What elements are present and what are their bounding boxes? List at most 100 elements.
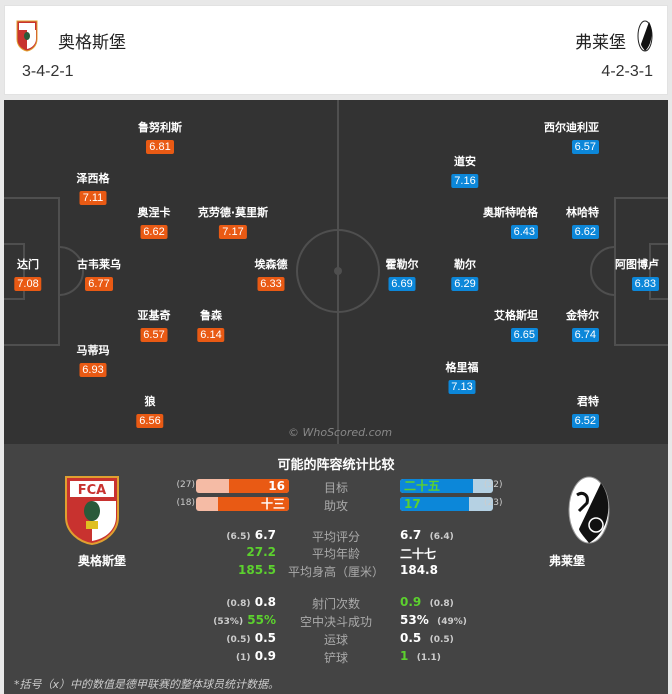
away-player[interactable]: 金特尔 6.74: [566, 309, 599, 342]
home-league-ref: (6.5): [226, 532, 251, 542]
home-stat-value: 27.2: [246, 545, 276, 559]
away-value: 6.7: [400, 528, 422, 542]
away-stat-value: 1 (1.1): [400, 649, 441, 663]
away-stat-value: 53% (49%): [400, 613, 467, 627]
away-stat-value: 0.5 (0.5): [400, 631, 454, 645]
player-rating: 6.93: [79, 363, 107, 377]
home-value: 6.7: [254, 528, 276, 542]
home-player[interactable]: 克劳德·莫里斯 7.17: [198, 206, 268, 239]
away-player[interactable]: 林哈特 6.62: [566, 206, 599, 239]
stat-label: 目标: [323, 481, 348, 495]
player-name: 金特尔: [566, 309, 599, 322]
player-name: 鲁努利斯: [138, 121, 182, 134]
player-rating: 6.77: [85, 277, 113, 291]
home-stat-bar: 16: [196, 479, 289, 493]
player-name: 古韦莱乌: [77, 258, 121, 271]
away-player[interactable]: 道安 7.16: [451, 155, 479, 188]
player-rating: 6.43: [510, 225, 538, 239]
away-bar-value: 二十五: [404, 479, 441, 493]
player-name: 亚基奇: [137, 309, 171, 322]
player-name: 格里福: [445, 361, 479, 374]
stat-label: 平均年龄: [311, 547, 360, 561]
home-player[interactable]: 泽西格 7.11: [77, 172, 110, 205]
away-player[interactable]: 霍勒尔 6.69: [386, 258, 419, 291]
home-league-ref: (0.5): [226, 635, 251, 645]
away-player[interactable]: 君特 6.52: [571, 395, 599, 428]
player-name: 泽西格: [76, 172, 110, 185]
away-league-ref: (1.1): [416, 653, 441, 663]
player-name: 达门: [16, 258, 39, 271]
away-value: 1: [400, 649, 409, 663]
player-rating: 6.83: [631, 277, 659, 291]
stat-label: 射门次数: [311, 597, 360, 611]
away-player[interactable]: 格里福 7.13: [446, 361, 479, 394]
away-stat-value: 6.7 (6.4): [400, 528, 454, 542]
stat-label: 助攻: [323, 499, 348, 513]
player-name: 奥斯特哈格: [483, 206, 538, 219]
player-name: 道安: [453, 155, 476, 168]
away-value: 二十七: [400, 547, 437, 561]
away-player[interactable]: 西尔迪利亚 6.57: [544, 121, 599, 154]
augsburg-crest-icon: FCA: [65, 476, 119, 545]
home-player[interactable]: 鲁努利斯 6.81: [138, 121, 182, 154]
home-penalty-box: [4, 197, 60, 346]
home-value: 0.8: [254, 595, 276, 609]
whoscored-watermark: © WhoScored.com: [288, 426, 393, 439]
lineup-stats-comparison: 可能的阵容统计比较 FCA 奥格斯堡 弗莱堡 (27) 16 目标 二十五 (3…: [4, 444, 668, 694]
away-stat-value: 0.9 (0.8): [400, 595, 454, 609]
home-player[interactable]: 马蒂玛 6.93: [77, 344, 110, 377]
pitch: 鲁努利斯 6.81 泽西格 7.11 奥涅卡 6.62 克劳德·莫里斯 7.17 达门 7…: [4, 100, 668, 444]
player-rating: 7.16: [451, 174, 479, 188]
away-club-name: 弗莱堡: [549, 554, 586, 568]
home-value: 55%: [247, 613, 276, 627]
home-value: 0.5: [254, 631, 276, 645]
away-goal-box: [649, 243, 668, 300]
away-player[interactable]: 阿图博卢 6.83: [615, 258, 659, 291]
player-rating: 6.69: [388, 277, 416, 291]
player-name: 埃森德: [254, 258, 288, 271]
footnote: *括号（x）中的数值是德甲联赛的整体球员统计数据。: [14, 678, 280, 691]
player-rating: 6.57: [571, 140, 599, 154]
home-team-name[interactable]: 奥格斯堡: [58, 33, 126, 53]
player-name: 奥涅卡: [137, 206, 171, 219]
player-name: 林哈特: [566, 206, 599, 219]
home-player[interactable]: 古韦莱乌 6.77: [77, 258, 121, 291]
player-rating: 6.81: [146, 140, 174, 154]
match-header: 奥格斯堡 3-4-2-1 弗莱堡 4-2-3-1: [4, 5, 668, 95]
home-player[interactable]: 达门 7.08: [14, 258, 42, 291]
home-stat-value: 185.5: [238, 563, 276, 577]
home-player[interactable]: 埃森德 6.33: [255, 258, 288, 291]
home-stat-value: (0.5) 0.5: [226, 631, 276, 645]
player-rating: 6.33: [257, 277, 285, 291]
home-stat-value: (6.5) 6.7: [226, 528, 276, 542]
home-club-name: 奥格斯堡: [78, 554, 127, 568]
home-player[interactable]: 奥涅卡 6.62: [138, 206, 171, 239]
away-penalty-box: [614, 197, 668, 346]
stat-label: 运球: [323, 633, 348, 647]
player-name: 克劳德·莫里斯: [197, 206, 269, 219]
away-value: 184.8: [400, 563, 438, 577]
home-player[interactable]: 亚基奇 6.57: [138, 309, 171, 342]
home-player[interactable]: 狼 6.56: [136, 395, 164, 428]
away-team-name[interactable]: 弗莱堡: [575, 33, 626, 53]
player-rating: 6.74: [571, 328, 599, 342]
player-name: 狼: [144, 395, 156, 408]
player-rating: 6.57: [140, 328, 168, 342]
away-league-ref: (23): [484, 498, 503, 508]
player-rating: 7.08: [14, 277, 42, 291]
home-league-ref: (53%): [213, 617, 244, 627]
augsburg-logo-icon: [16, 20, 38, 52]
away-player[interactable]: 奥斯特哈格 6.43: [483, 206, 538, 239]
away-player[interactable]: 勒尔 6.29: [451, 258, 479, 291]
stats-title: 可能的阵容统计比较: [277, 458, 395, 473]
home-player[interactable]: 鲁森 6.14: [197, 309, 225, 342]
away-league-ref: (32): [484, 480, 503, 490]
player-name: 阿图博卢: [615, 258, 659, 271]
away-value: 0.9: [400, 595, 422, 609]
home-stat-value: (0.8) 0.8: [226, 595, 276, 609]
home-goal-box: [4, 243, 25, 300]
stat-label: 平均身高（厘米）: [287, 565, 384, 579]
away-player[interactable]: 艾格斯坦 6.65: [494, 309, 538, 342]
home-stat-bar: 十三: [196, 497, 289, 511]
away-bar-fill: [400, 479, 473, 493]
